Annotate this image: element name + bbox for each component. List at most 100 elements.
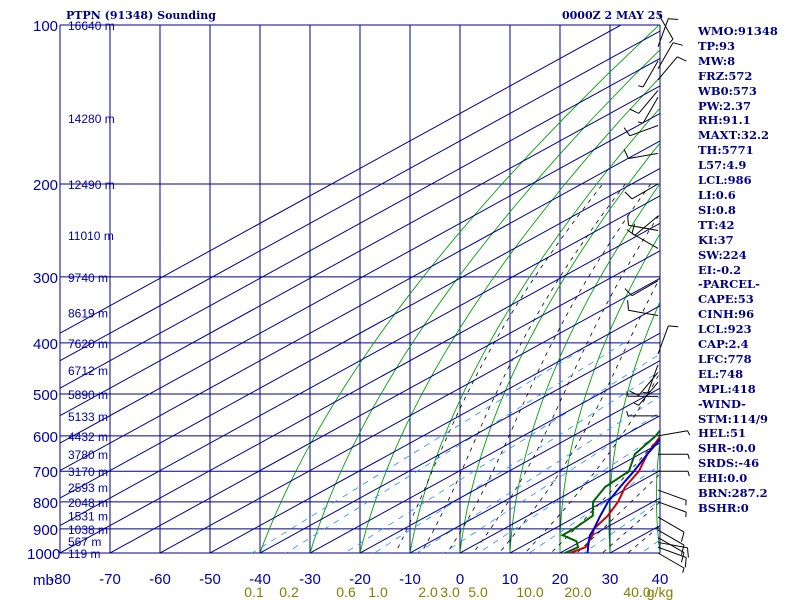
wind-barb xyxy=(657,56,678,81)
mixing-ratio-label: 20.0 xyxy=(564,584,591,600)
index-line: HEL:51 xyxy=(698,426,746,441)
isotherm xyxy=(60,25,622,334)
wind-barb xyxy=(657,42,674,69)
index-line: L57:4.9 xyxy=(698,158,747,173)
wind-barb xyxy=(657,489,687,501)
wind-barb xyxy=(642,60,659,88)
isotherm xyxy=(408,415,660,553)
index-line: LI:0.6 xyxy=(698,187,736,202)
height-label: 8619 m xyxy=(68,306,108,320)
isotherm xyxy=(358,387,660,553)
wind-barb-flag xyxy=(687,454,690,460)
adiabat-lines xyxy=(251,25,660,553)
temperature-tick-label: -10 xyxy=(399,571,421,588)
pressure-label: 900 xyxy=(33,522,58,539)
isotherm xyxy=(60,140,660,472)
height-label: 2593 m xyxy=(68,481,108,495)
isotherm xyxy=(60,112,660,444)
mixing-ratio-line xyxy=(442,411,660,553)
wind-barb-flag xyxy=(638,85,644,88)
pressure-label: 800 xyxy=(33,495,58,512)
wind-barb-flag xyxy=(624,288,633,297)
index-line: -WIND- xyxy=(698,396,746,411)
pressure-label: 300 xyxy=(33,270,58,287)
wind-barb xyxy=(657,501,687,513)
height-label: 11010 m xyxy=(68,229,114,243)
dewpoint-profile xyxy=(560,429,660,553)
height-label: 2048 m xyxy=(68,496,108,510)
wind-barb-flag xyxy=(668,18,679,20)
mixing-ratio-label: 0.2 xyxy=(279,584,299,600)
index-line: STM:114/9 xyxy=(698,411,769,426)
wind-barb xyxy=(657,430,688,437)
parcel-profile xyxy=(586,438,660,553)
temperature-tick-label: -80 xyxy=(49,571,71,588)
wind-barb-flag xyxy=(672,42,683,46)
wind-barb xyxy=(657,546,687,558)
isotherm xyxy=(60,222,660,553)
pressure-label: 500 xyxy=(33,387,58,404)
pressure-label: 200 xyxy=(33,177,58,194)
pressure-label: 1000 xyxy=(27,546,60,563)
wind-barb xyxy=(657,18,669,48)
wind-barb xyxy=(657,516,685,533)
index-line: FRZ:572 xyxy=(698,68,753,83)
mixing-ratio-line xyxy=(373,370,660,553)
height-label: 16640 m xyxy=(68,19,115,33)
stability-indices-panel: WMO:91348 TP:93 MW:8 FRZ:572 WB0:573 PW:2.37 R… xyxy=(698,24,798,516)
dry-adiabat xyxy=(509,182,660,553)
temperature-tick-label: -40 xyxy=(249,571,271,588)
height-label: 3170 m xyxy=(68,465,108,479)
isotherm xyxy=(458,442,660,553)
height-label: 1038 m xyxy=(68,523,108,537)
moist-adiabat xyxy=(394,183,604,553)
moist-adiabat xyxy=(420,183,626,553)
wind-barb-flag xyxy=(626,391,629,397)
wind-barb-flag xyxy=(627,215,629,226)
index-line: MAXT:32.2 xyxy=(698,128,769,143)
height-label: 1531 m xyxy=(68,510,108,524)
mixing-ratio-line xyxy=(582,500,660,553)
wind-barb xyxy=(638,381,659,406)
mixing-ratio-label: 0.1 xyxy=(244,584,264,600)
wind-barb-flag xyxy=(623,149,629,159)
index-line: TT:42 xyxy=(698,217,735,232)
pressure-label: 100 xyxy=(33,18,58,35)
index-line: SRDS:-46 xyxy=(698,456,760,471)
dry-adiabat xyxy=(559,232,660,553)
temperature-tick-label: 0 xyxy=(456,571,464,588)
height-label: 6712 m xyxy=(68,364,108,378)
isotherm xyxy=(108,250,660,553)
mixing-ratio-label: 3.0 xyxy=(440,584,460,600)
index-line: MW:8 xyxy=(698,53,736,68)
isotherm xyxy=(60,167,660,499)
temperature-tick-label: 40 xyxy=(652,571,669,588)
wind-barb-flag xyxy=(687,430,691,436)
height-label: 567 m xyxy=(68,535,101,549)
index-line: KI:37 xyxy=(698,232,734,247)
wind-barb xyxy=(628,309,659,317)
index-line: RH:91.1 xyxy=(698,113,751,128)
wind-barb-flag xyxy=(626,410,629,417)
dry-adiabat xyxy=(409,107,660,553)
index-line: -PARCEL- xyxy=(698,277,760,292)
wind-barb-flag xyxy=(684,557,687,568)
index-line: CINH:96 xyxy=(698,307,755,322)
index-line: BSHR:0 xyxy=(698,501,749,515)
pressure-label: 400 xyxy=(33,336,58,353)
wind-barb xyxy=(657,529,685,546)
dry-adiabat xyxy=(259,25,660,553)
wind-barb-flag xyxy=(623,127,631,137)
mixing-ratio-line xyxy=(416,395,660,553)
isotherm xyxy=(308,360,660,553)
wind-barb-flag xyxy=(687,471,690,477)
moist-adiabat xyxy=(524,371,660,553)
temperature-tick-label: -60 xyxy=(149,571,171,588)
dry-adiabat xyxy=(309,49,660,553)
height-label: 7620 m xyxy=(68,337,108,351)
wind-barb xyxy=(634,215,659,236)
index-line: EHI:0.0 xyxy=(698,471,748,486)
wind-barb-flag xyxy=(633,402,639,406)
